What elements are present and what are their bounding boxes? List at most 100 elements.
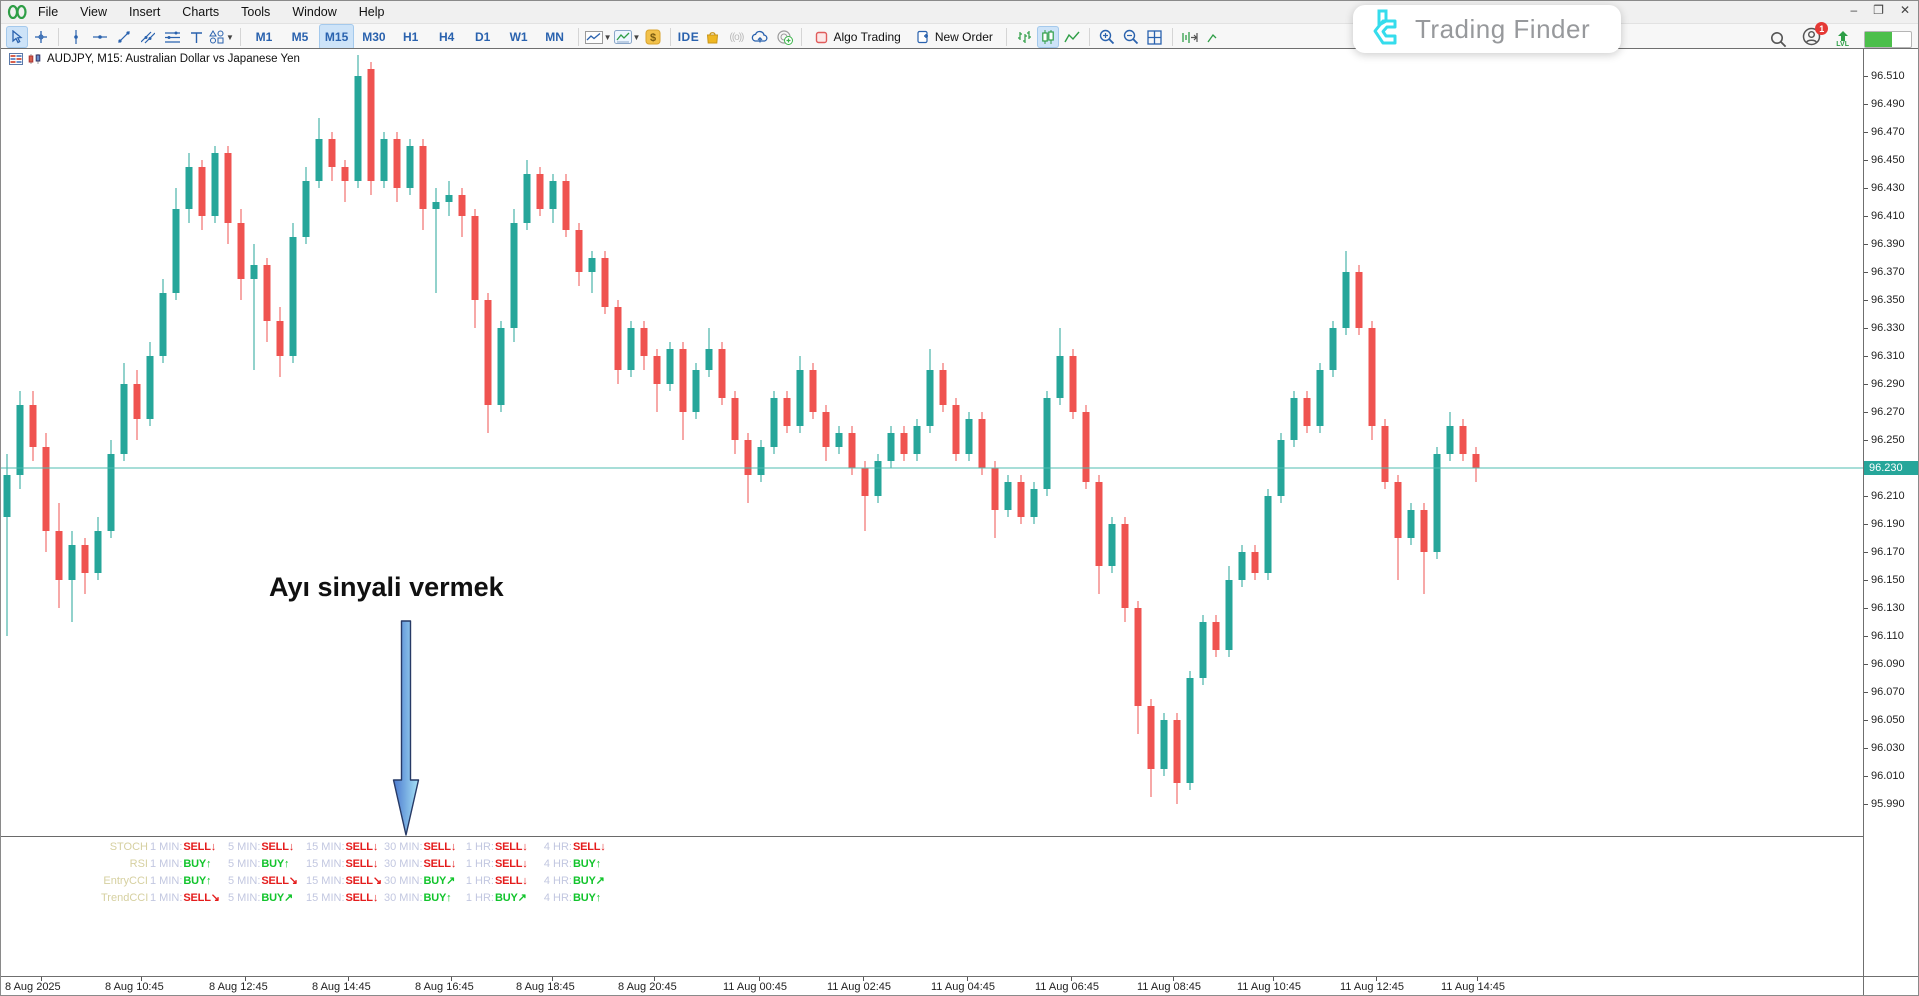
candle <box>146 356 154 419</box>
new-order-button[interactable]: New Order <box>910 26 1000 48</box>
price-tick-label: 95.990 <box>1871 798 1905 810</box>
search-icon[interactable] <box>1770 31 1787 48</box>
candle <box>640 328 648 356</box>
account-toggle[interactable] <box>1864 30 1912 48</box>
candle <box>263 265 271 321</box>
signal-value: BUY↗ <box>261 892 294 904</box>
signals-icon[interactable]: ((o)) <box>729 31 745 43</box>
signal-cell: 1 MIN: BUY↑ <box>150 858 228 870</box>
price-tick-label: 96.510 <box>1871 70 1905 82</box>
candle <box>94 531 102 573</box>
menu-view[interactable]: View <box>80 5 108 19</box>
restore-button[interactable]: ❐ <box>1873 3 1884 17</box>
time-tick <box>1376 977 1377 981</box>
signal-cell: 4 HR: BUY↗ <box>540 874 618 888</box>
shapes-tool-button[interactable]: ▼ <box>209 26 234 48</box>
timeframe-label: 30 MIN: <box>384 840 423 853</box>
timeframe-mn-button[interactable]: MN <box>545 30 564 44</box>
text-tool-button[interactable] <box>185 26 207 48</box>
signal-cell: 1 MIN: SELL↓ <box>150 841 228 853</box>
vertical-line-tool-button[interactable] <box>65 26 87 48</box>
price-tick <box>1864 272 1868 273</box>
timeframe-label: 4 HR: <box>543 857 572 870</box>
candle <box>1407 510 1415 538</box>
timeframe-label: 15 MIN: <box>306 840 345 853</box>
algo-trading-icon <box>816 31 828 43</box>
candle <box>42 447 50 531</box>
tile-windows-button[interactable] <box>1144 26 1166 48</box>
trendline-tool-button[interactable] <box>113 26 135 48</box>
line-chart-mode-button[interactable] <box>1061 26 1083 48</box>
candlestick-chart[interactable] <box>1 49 1863 976</box>
menu-insert[interactable]: Insert <box>129 5 161 19</box>
chart-shift-button[interactable] <box>1179 26 1201 48</box>
menu-file[interactable]: File <box>38 5 59 19</box>
channel-tool-button[interactable] <box>137 26 159 48</box>
signal-cell: 30 MIN: BUY↑ <box>384 892 462 904</box>
menu-charts[interactable]: Charts <box>182 5 220 19</box>
brand-watermark: Trading Finder <box>1353 5 1621 53</box>
menu-window[interactable]: Window <box>292 5 337 19</box>
minimize-button[interactable]: – <box>1850 3 1858 17</box>
candle <box>16 405 24 475</box>
candle <box>718 349 726 398</box>
signal-row-entrycci: EntryCCI 1 MIN: BUY↑ 5 MIN: SELL↘ 15 MIN: SELL… <box>101 872 618 889</box>
price-tick <box>1864 664 1868 665</box>
chart-canvas[interactable] <box>1 49 1863 976</box>
horizontal-line-tool-button[interactable] <box>89 26 111 48</box>
candle <box>133 384 141 419</box>
level-indicator[interactable]: LVL <box>1836 30 1849 48</box>
price-tick <box>1864 608 1868 609</box>
currency-pairs-button[interactable]: $ <box>642 26 664 48</box>
timeframe-h4-button[interactable]: H4 <box>438 30 455 44</box>
toolbar-separator <box>239 28 241 46</box>
timeframe-w1-button[interactable]: W1 <box>509 30 528 44</box>
fibonacci-tool-button[interactable] <box>161 26 183 48</box>
candle <box>120 384 128 454</box>
cloud-icon[interactable] <box>749 26 771 48</box>
zoom-out-button[interactable] <box>1120 26 1142 48</box>
arrow-up-icon <box>1837 30 1848 41</box>
ide-button[interactable]: IDE <box>677 30 700 44</box>
timeframe-m30-button[interactable]: M30 <box>362 30 386 44</box>
timeframe-h1-button[interactable]: H1 <box>402 30 419 44</box>
candle <box>1160 720 1168 769</box>
time-tick-label: 11 Aug 02:45 <box>827 981 892 993</box>
candle <box>614 307 622 370</box>
market-bag-icon[interactable] <box>701 26 723 48</box>
indicators-button[interactable]: ▼ <box>613 26 640 48</box>
candle <box>1342 272 1350 328</box>
timeframe-m1-button[interactable]: M1 <box>255 30 273 44</box>
signal-cell: 1 MIN: BUY↑ <box>150 875 228 887</box>
cursor-tool-button[interactable] <box>6 26 28 48</box>
candle <box>1251 552 1259 573</box>
timeframe-m15-button[interactable]: M15 <box>318 24 355 50</box>
price-axis[interactable]: 96.510 96.490 96.470 96.450 96.430 96.410 96.3… <box>1863 49 1918 976</box>
menu-help[interactable]: Help <box>358 5 385 19</box>
close-button[interactable]: ✕ <box>1899 3 1910 17</box>
price-tick <box>1864 580 1868 581</box>
signal-value: SELL↓ <box>183 840 217 853</box>
candlestick-mode-button[interactable] <box>1036 26 1059 48</box>
chart-template-button[interactable]: ▼ <box>584 26 612 48</box>
candle <box>497 328 505 405</box>
zoom-in-button[interactable] <box>1096 26 1118 48</box>
candle <box>1095 482 1103 566</box>
bar-chart-mode-button[interactable] <box>1013 26 1035 48</box>
timeframe-d1-button[interactable]: D1 <box>474 30 491 44</box>
candle <box>848 433 856 468</box>
menu-tools[interactable]: Tools <box>241 5 271 19</box>
auto-scroll-button[interactable] <box>1203 26 1225 48</box>
services-icon[interactable] <box>773 26 795 48</box>
candle <box>1368 328 1376 426</box>
indicator-name: EntryCCI <box>103 874 148 887</box>
crosshair-tool-button[interactable] <box>30 26 52 48</box>
signal-row-rsi: RSI 1 MIN: BUY↑ 5 MIN: BUY↑ 15 MIN: SELL↓ 30 MI… <box>101 855 618 872</box>
signal-value: SELL↓ <box>345 891 379 904</box>
timeframe-m5-button[interactable]: M5 <box>291 30 309 44</box>
signal-value: BUY↑ <box>423 891 452 904</box>
algo-trading-button[interactable]: Algo Trading <box>808 26 907 48</box>
timeframe-label: 1 MIN: <box>150 874 183 887</box>
time-axis[interactable]: 8 Aug 2025 8 Aug 10:45 8 Aug 12:45 8 Aug 14… <box>1 976 1918 995</box>
profile-icon[interactable]: 1 <box>1802 22 1829 51</box>
